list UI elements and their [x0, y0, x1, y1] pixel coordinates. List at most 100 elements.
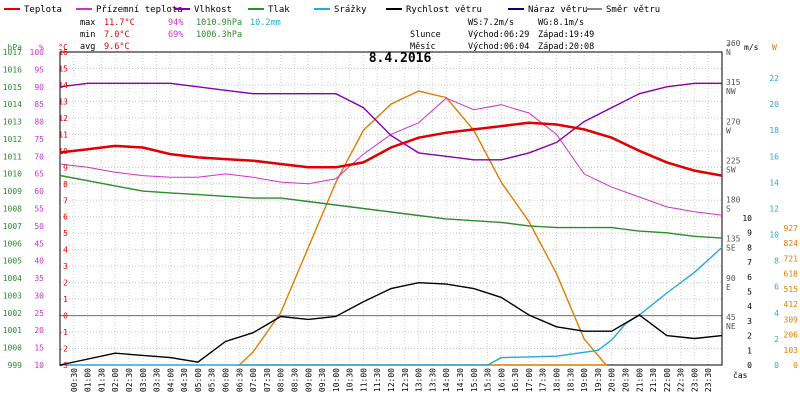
legend-label: Tlak	[268, 5, 290, 15]
stat-value: 11.7°C	[104, 18, 135, 28]
legend-label: Přízemní teplota	[96, 5, 183, 15]
x-tick-label: 05:00	[194, 368, 203, 392]
tick-label: 1012	[3, 135, 22, 144]
tick-label: 90	[726, 274, 736, 283]
x-tick-label: 14:30	[456, 368, 465, 392]
stat-label: min	[80, 30, 95, 40]
tick-label: 10	[769, 231, 779, 240]
x-tick-label: 21:00	[635, 368, 644, 392]
tick-label: 1007	[3, 222, 22, 231]
tick-label: NW	[726, 87, 736, 96]
x-tick-label: 13:00	[415, 368, 424, 392]
x-tick-label: 06:00	[222, 368, 231, 392]
tick-label: 7	[747, 258, 752, 267]
tick-label: 1014	[3, 100, 22, 109]
tick-label: 1003	[3, 291, 22, 300]
legend-label: Směr větru	[606, 5, 660, 15]
tick-label: 2	[774, 335, 779, 344]
tick-label: -1	[58, 328, 68, 337]
x-tick-label: 07:30	[263, 368, 272, 392]
tick-label: 22	[769, 74, 779, 83]
legend-label: Vlhkost	[194, 5, 232, 15]
chart-title: 8.4.2016	[369, 51, 432, 66]
x-tick-label: 19:00	[580, 368, 589, 392]
tick-label: 40	[34, 257, 44, 266]
x-tick-label: 19:30	[594, 368, 603, 392]
stat-value: Východ:06:04	[468, 42, 529, 52]
tick-label: 0	[747, 361, 752, 370]
tick-label: 30	[34, 291, 44, 300]
stat-value: Západ:19:49	[538, 30, 594, 40]
tick-label: 15	[58, 64, 68, 73]
stat-value: 10.2mm	[250, 18, 281, 28]
tick-label: 315	[726, 78, 741, 87]
tick-label: 50	[34, 222, 44, 231]
tick-label: 25	[34, 309, 44, 318]
legend-label: Náraz větru	[528, 5, 588, 15]
tick-label: 1011	[3, 152, 22, 161]
tick-label: 135	[726, 235, 741, 244]
x-tick-label: 16:30	[511, 368, 520, 392]
tick-label: 3	[747, 317, 752, 326]
tick-label: 10	[742, 214, 752, 223]
tick-label: 225	[726, 156, 741, 165]
stat-value: 1010.9hPa	[196, 18, 242, 28]
tick-label: 35	[34, 274, 44, 283]
tick-label: 7	[63, 196, 68, 205]
x-tick-label: 02:30	[125, 368, 134, 392]
x-tick-label: 05:30	[208, 368, 217, 392]
x-tick-label: 08:00	[277, 368, 286, 392]
solar-radiation-series	[237, 90, 608, 366]
tick-label: 5	[747, 288, 752, 297]
stat-value: 7.0°C	[104, 30, 130, 40]
ground-temperature-line	[59, 97, 723, 216]
tick-label: 10	[58, 147, 68, 156]
stat-value: Východ:06:29	[468, 30, 529, 40]
tick-label: N	[726, 48, 731, 57]
x-tick-label: 20:00	[608, 368, 617, 392]
tick-label: 824	[784, 239, 799, 248]
tick-label: 1010	[3, 170, 22, 179]
tick-label: 1004	[3, 274, 22, 283]
tick-label: 45	[726, 313, 736, 322]
legend-label: Srážky	[334, 5, 367, 15]
tick-label: 6	[63, 213, 68, 222]
humidity-line	[59, 82, 722, 161]
tick-label: 2	[747, 332, 752, 341]
tick-label: W	[726, 126, 731, 135]
axis-label: W	[772, 43, 777, 52]
tick-label: 1	[63, 295, 68, 304]
tick-label: 0	[793, 361, 798, 370]
tick-label: 5	[63, 229, 68, 238]
tick-label: 1	[747, 346, 752, 355]
x-tick-label: 15:00	[470, 368, 479, 392]
legend: Teplota Přízemní teplota Vlhkost Tlak Srážky…	[4, 5, 660, 15]
tick-label: SE	[726, 244, 736, 253]
tick-label: 1013	[3, 118, 22, 127]
legend-label: Teplota	[24, 5, 62, 15]
x-tick-label: 10:30	[346, 368, 355, 392]
x-axis-label: čas	[733, 370, 748, 380]
tick-label: 2	[63, 279, 68, 288]
tick-label: S	[726, 205, 731, 214]
tick-label: 1017	[3, 48, 22, 57]
tick-label: 270	[726, 117, 741, 126]
tick-label: 11	[58, 130, 68, 139]
tick-label: SW	[726, 165, 736, 174]
tick-label: 1000	[3, 344, 22, 353]
x-tick-label: 08:30	[290, 368, 299, 392]
solar-curve	[237, 90, 608, 366]
tick-label: 4	[747, 302, 752, 311]
tick-label: NE	[726, 322, 736, 331]
tick-label: 15	[34, 344, 44, 353]
tick-label: 206	[784, 331, 799, 340]
x-tick-label: 07:00	[249, 368, 258, 392]
tick-label: -3	[58, 361, 68, 370]
tick-label: 60	[34, 187, 44, 196]
tick-label: 3	[63, 262, 68, 271]
tick-label: 999	[8, 361, 23, 370]
tick-label: 8	[747, 243, 752, 252]
tick-label: 13	[58, 97, 68, 106]
x-tick-label: 09:00	[304, 368, 313, 392]
tick-label: 1015	[3, 83, 22, 92]
